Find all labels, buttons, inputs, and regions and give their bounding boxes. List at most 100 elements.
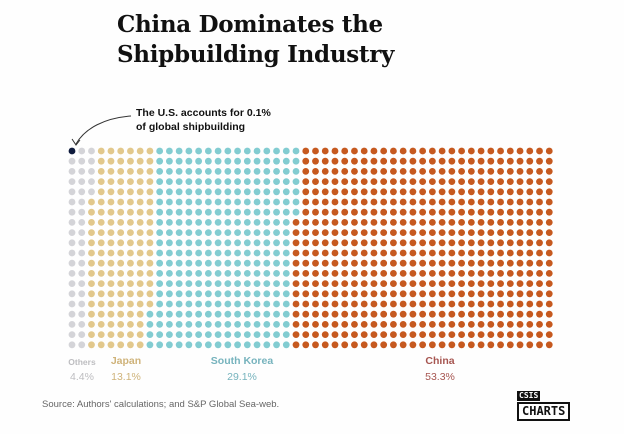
- dot-south-korea: [195, 270, 203, 277]
- percent-japan: 13.1%: [111, 371, 141, 383]
- dot-china: [516, 178, 524, 186]
- dot-china: [341, 290, 349, 298]
- dot-china: [428, 208, 436, 216]
- dot-china: [419, 219, 427, 226]
- dot-china: [399, 341, 407, 349]
- dot-china: [331, 188, 339, 196]
- dot-south-korea: [175, 259, 183, 267]
- dot-china: [341, 280, 349, 287]
- dot-south-korea: [234, 259, 241, 267]
- dot-japan: [117, 259, 125, 267]
- dot-china: [526, 219, 534, 226]
- dot-others: [88, 157, 95, 165]
- dot-others: [78, 270, 86, 277]
- dot-china: [526, 178, 534, 186]
- dot-china: [516, 147, 524, 155]
- dot-south-korea: [234, 321, 241, 328]
- dot-south-korea: [214, 310, 222, 318]
- dot-japan: [88, 208, 95, 216]
- dot-china: [506, 280, 514, 287]
- dot-south-korea: [234, 178, 241, 186]
- label-japan: Japan: [110, 355, 142, 367]
- dot-china: [536, 168, 543, 175]
- dot-china: [506, 310, 514, 318]
- dot-china: [467, 219, 475, 226]
- dot-china: [545, 188, 553, 196]
- dot-others: [78, 147, 86, 155]
- dot-china: [351, 249, 358, 257]
- annotation-line-2: of global shipbuilding: [136, 121, 246, 133]
- dot-south-korea: [224, 280, 232, 287]
- dot-china: [448, 239, 456, 247]
- dot-south-korea: [273, 341, 280, 349]
- dot-south-korea: [175, 321, 183, 328]
- dot-china: [516, 208, 524, 216]
- dot-china: [545, 290, 553, 298]
- dot-china: [545, 280, 553, 287]
- dot-china: [477, 208, 485, 216]
- dot-china: [302, 270, 310, 277]
- dot-south-korea: [253, 341, 261, 349]
- dot-china: [458, 147, 465, 155]
- dot-japan: [107, 239, 115, 247]
- dot-china: [312, 178, 319, 186]
- dot-south-korea: [224, 229, 232, 237]
- dot-others: [78, 188, 86, 196]
- dot-china: [438, 290, 446, 298]
- dot-others: [68, 341, 76, 349]
- dot-south-korea: [253, 157, 261, 165]
- dot-china: [351, 280, 358, 287]
- dot-china: [448, 270, 456, 277]
- dot-japan: [136, 208, 144, 216]
- dot-others: [78, 331, 86, 338]
- dot-others: [68, 280, 76, 287]
- percent-china: 53.3%: [425, 371, 455, 383]
- dot-japan: [107, 259, 115, 267]
- dot-china: [487, 157, 495, 165]
- dot-china: [487, 331, 495, 338]
- dot-japan: [88, 280, 95, 287]
- dot-china: [419, 229, 427, 237]
- dot-south-korea: [243, 280, 251, 287]
- dot-china: [448, 310, 456, 318]
- dot-china: [399, 270, 407, 277]
- dot-japan: [97, 321, 105, 328]
- dot-china: [516, 219, 524, 226]
- dot-japan: [146, 147, 154, 155]
- dot-south-korea: [263, 341, 271, 349]
- dot-china: [428, 229, 436, 237]
- dot-china: [321, 321, 329, 328]
- dot-south-korea: [234, 310, 241, 318]
- dot-china: [360, 259, 368, 267]
- dot-south-korea: [224, 178, 232, 186]
- dot-south-korea: [214, 188, 222, 196]
- dot-japan: [127, 249, 134, 257]
- dot-china: [487, 219, 495, 226]
- dot-japan: [97, 249, 105, 257]
- dot-south-korea: [204, 259, 212, 267]
- dot-china: [370, 249, 378, 257]
- dot-south-korea: [224, 331, 232, 338]
- dot-japan: [117, 290, 125, 298]
- dot-south-korea: [253, 168, 261, 175]
- dot-japan: [107, 300, 115, 308]
- dot-south-korea: [175, 341, 183, 349]
- dot-south-korea: [253, 321, 261, 328]
- dot-china: [545, 239, 553, 247]
- dot-china: [312, 219, 319, 226]
- dot-japan: [136, 331, 144, 338]
- dot-japan: [127, 300, 134, 308]
- dot-others: [68, 331, 76, 338]
- dot-south-korea: [282, 290, 290, 298]
- dot-china: [419, 249, 427, 257]
- dot-china: [497, 219, 504, 226]
- dot-china: [341, 229, 349, 237]
- dot-china: [292, 310, 300, 318]
- dot-south-korea: [234, 280, 241, 287]
- dot-china: [536, 341, 543, 349]
- dot-china: [351, 188, 358, 196]
- dot-china: [428, 157, 436, 165]
- dot-china: [351, 290, 358, 298]
- dot-china: [331, 310, 339, 318]
- dot-china: [428, 300, 436, 308]
